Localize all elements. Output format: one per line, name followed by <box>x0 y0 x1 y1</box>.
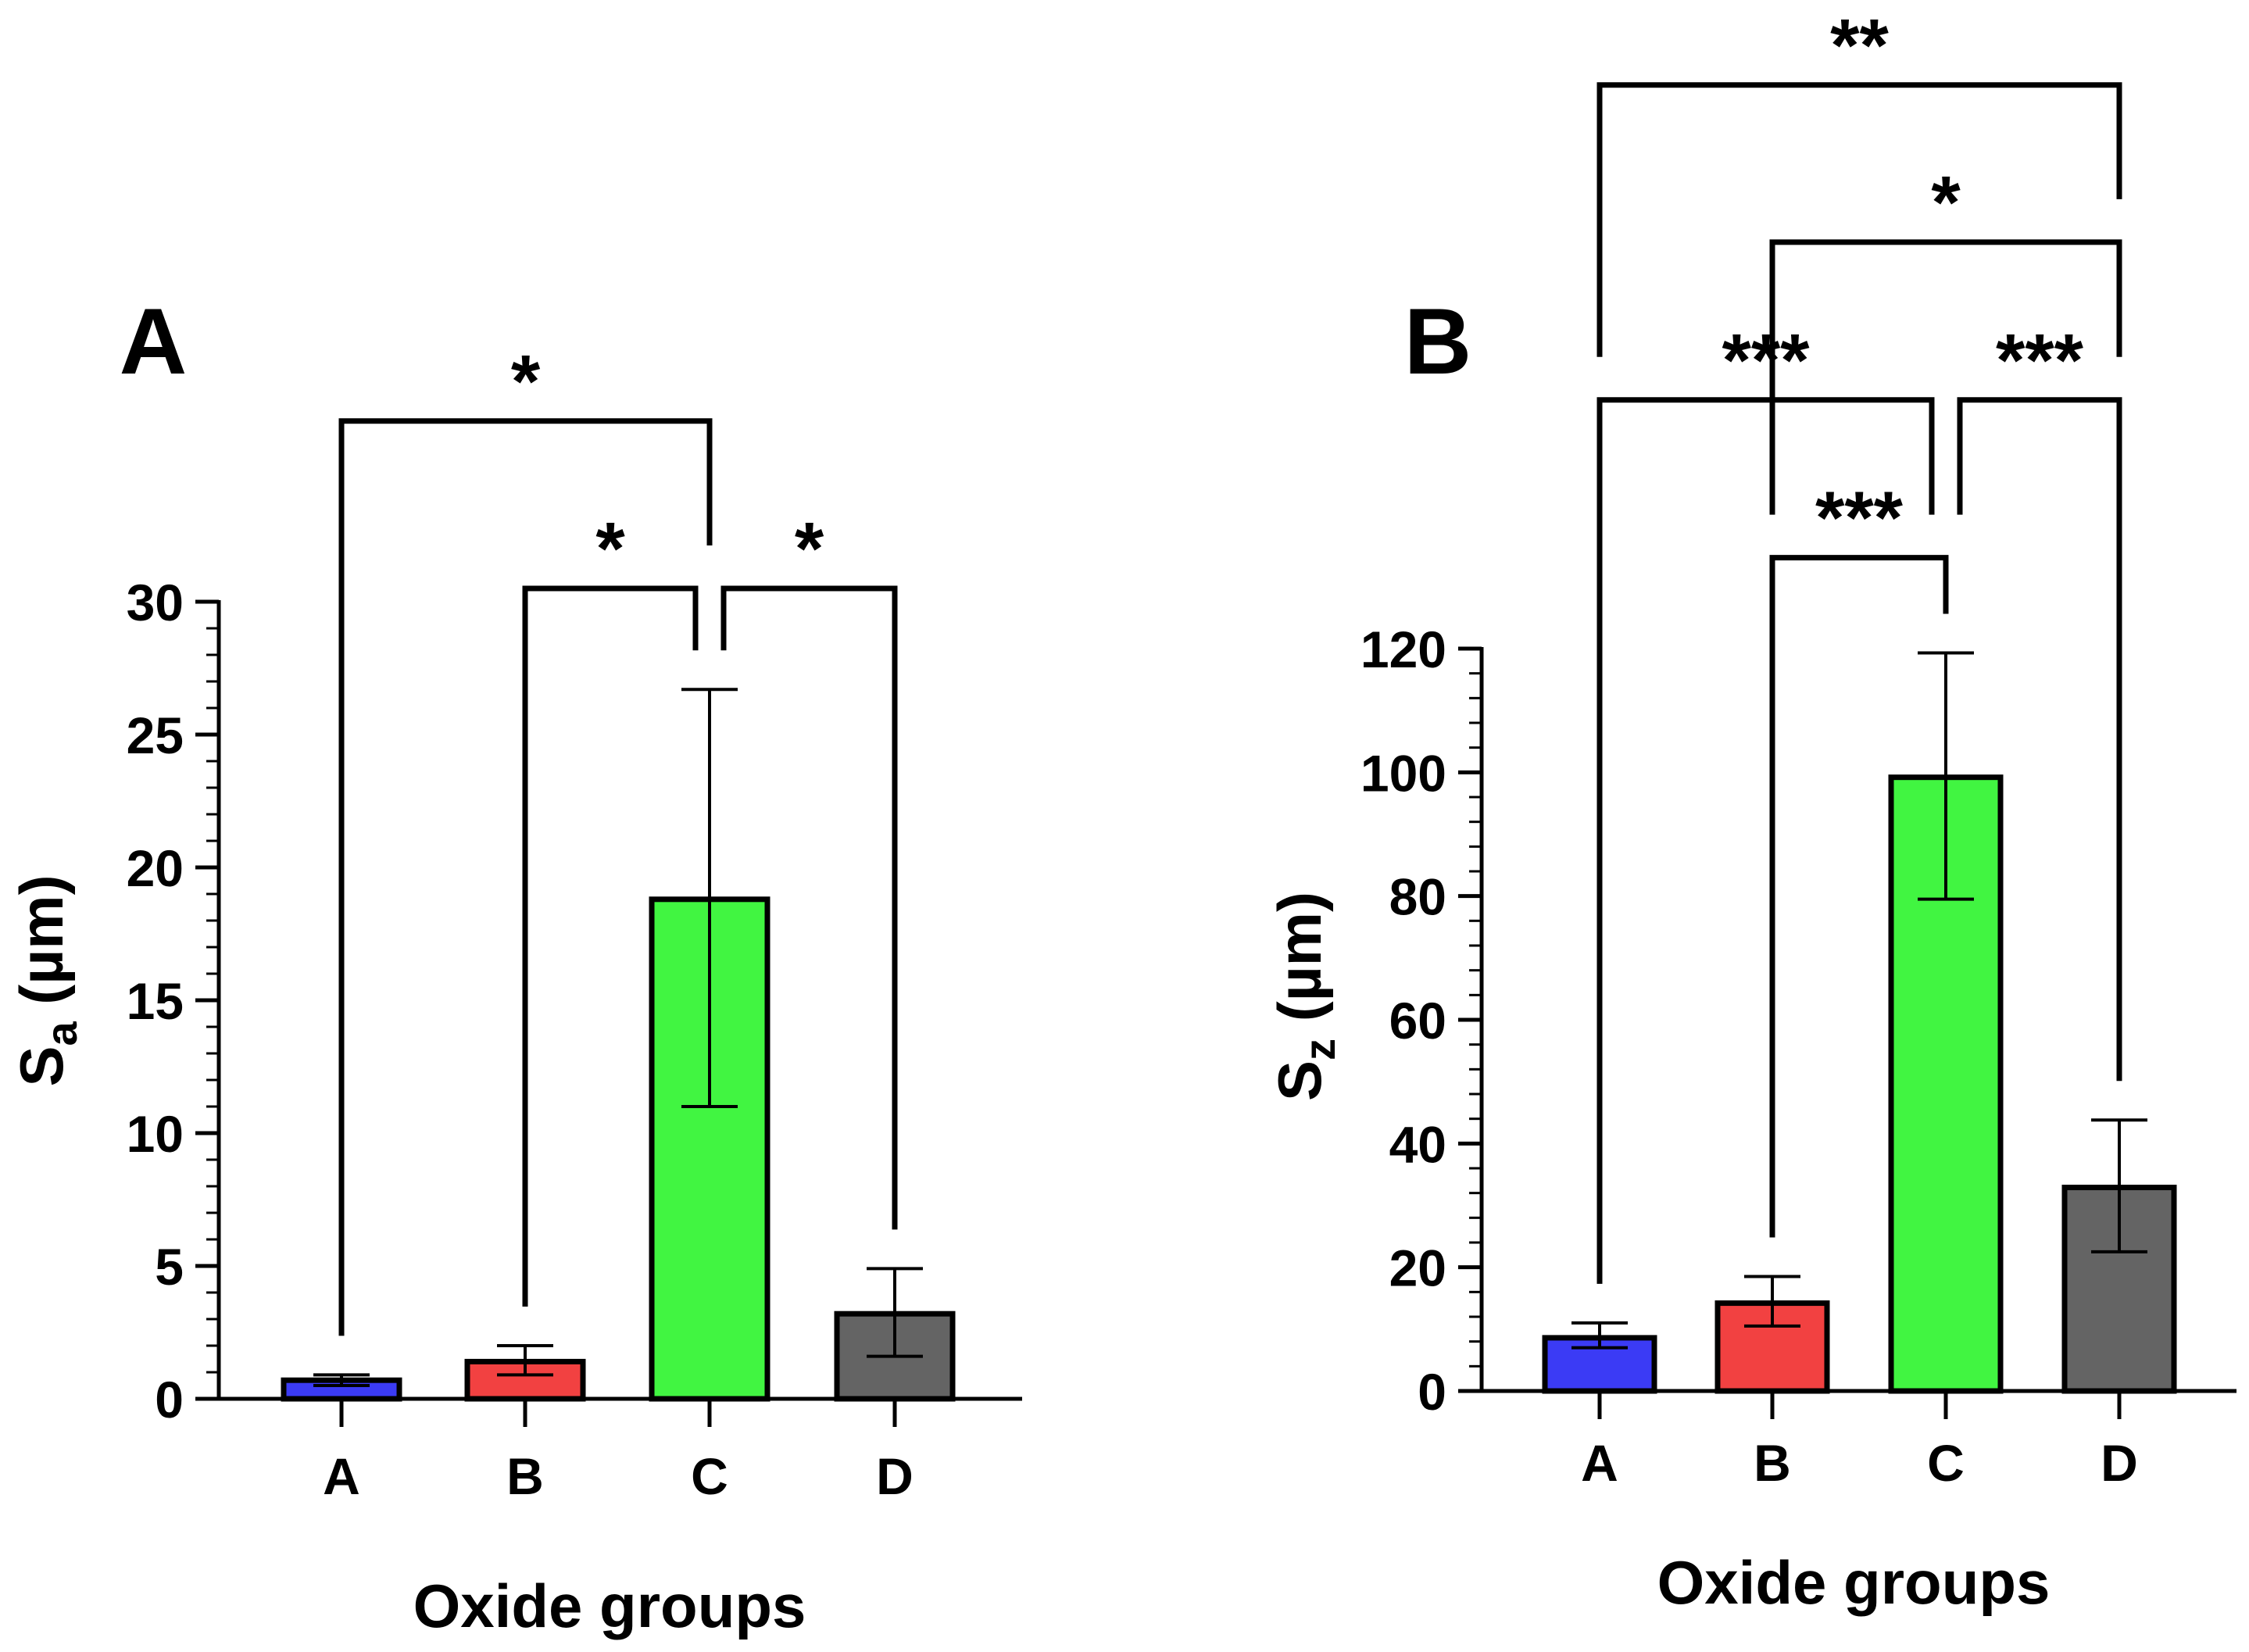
x-tick-label-a: A <box>323 1447 360 1505</box>
significance-label: * <box>1931 161 1961 245</box>
y-tick-label: 15 <box>127 972 184 1030</box>
significance-bracket <box>338 418 713 1336</box>
y-tick-label: 30 <box>127 574 184 631</box>
y-tick-label: 100 <box>1360 744 1446 802</box>
y-axis-label: Sz (µm) <box>1265 892 1344 1101</box>
y-tick-label: 0 <box>1418 1363 1446 1421</box>
significance-label: * <box>511 340 541 424</box>
x-tick-label-c: C <box>1927 1434 1965 1492</box>
x-tick-label-a: A <box>1581 1434 1618 1492</box>
y-tick-label: 120 <box>1360 620 1446 678</box>
x-tick-label-b: B <box>506 1447 544 1505</box>
x-tick-label-b: B <box>1754 1434 1791 1492</box>
significance-label: ** <box>1830 4 1889 88</box>
significance-label: *** <box>1815 477 1904 560</box>
y-axis-label-unit: (µm) <box>1265 892 1334 1039</box>
significance-bracket <box>1596 397 1935 1284</box>
significance-bracket <box>1769 555 1949 1238</box>
panel-b: B 0 20 40 60 80 100 120 A B C D Oxide groups Sz (µm) *… <box>1265 4 2236 1617</box>
significance-bracket <box>720 585 898 1230</box>
y-axis-label-main: S <box>1265 1060 1334 1101</box>
panel-label: B <box>1404 289 1472 394</box>
y-axis-label-unit: (µm) <box>7 874 76 1021</box>
x-tick-label-c: C <box>691 1447 728 1505</box>
y-axis-label: Sa (µm) <box>7 874 86 1086</box>
significance-bracket <box>1957 397 2122 1082</box>
y-tick-label: 80 <box>1389 868 1446 926</box>
significance-bracket <box>522 585 699 1307</box>
panel-a: A 0 5 10 15 20 25 30 A B C D Oxide groups Sa (µm) * * * <box>7 289 1022 1640</box>
significance-label: *** <box>1996 319 2084 402</box>
y-tick-label: 25 <box>127 706 184 764</box>
y-axis-label-sub: z <box>1295 1039 1344 1060</box>
significance-bracket <box>1596 82 2122 357</box>
significance-bracket <box>1769 239 2122 515</box>
x-tick-label-d: D <box>876 1447 914 1505</box>
y-tick-label: 5 <box>155 1238 184 1296</box>
y-axis-label-main: S <box>7 1046 76 1087</box>
y-tick-label: 60 <box>1389 992 1446 1049</box>
y-tick-label: 10 <box>127 1105 184 1163</box>
significance-label: *** <box>1722 319 1810 402</box>
significance-label: * <box>595 507 625 591</box>
y-tick-label: 40 <box>1389 1115 1446 1173</box>
y-tick-label: 0 <box>155 1371 184 1429</box>
panel-label: A <box>120 289 188 394</box>
y-tick-label: 20 <box>127 839 184 897</box>
y-axis-label-sub: a <box>37 1021 86 1046</box>
x-tick-label-d: D <box>2101 1434 2138 1492</box>
x-axis-label: Oxide groups <box>1657 1548 2051 1617</box>
x-axis-label: Oxide groups <box>413 1572 806 1640</box>
significance-label: * <box>795 507 824 591</box>
y-tick-label: 20 <box>1389 1239 1446 1297</box>
